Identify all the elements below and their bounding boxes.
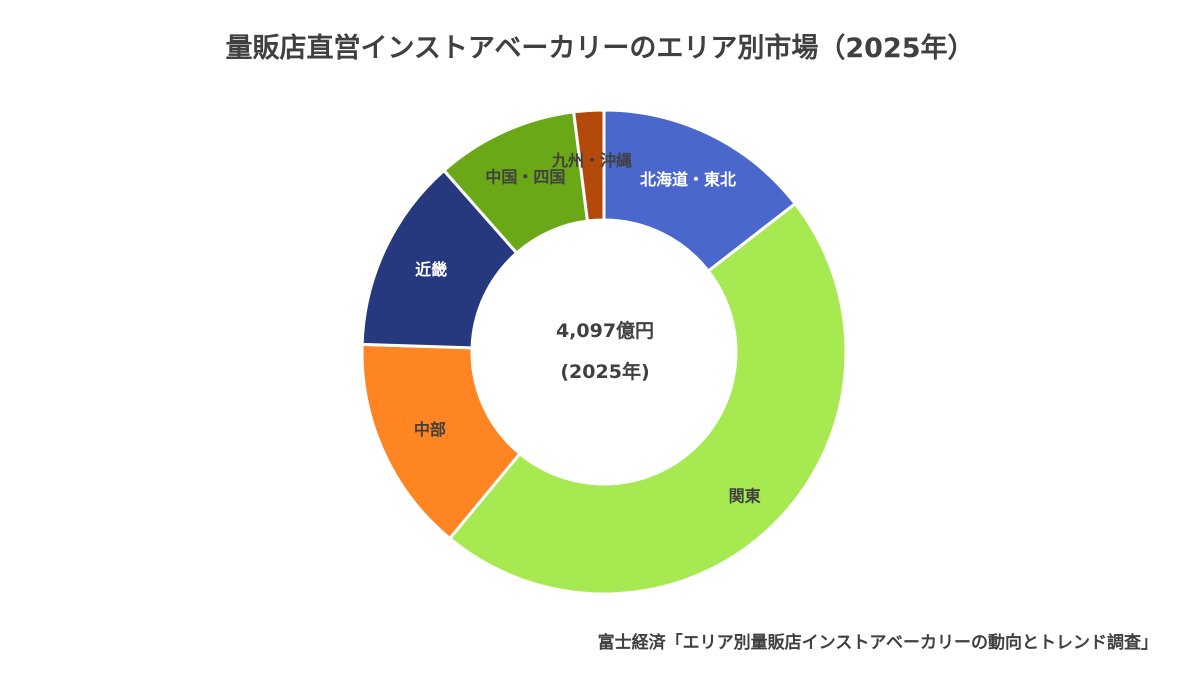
slice-label-1: 関東 xyxy=(729,487,761,506)
slice-2 xyxy=(360,342,522,541)
slice-5 xyxy=(571,108,606,223)
center-year-label: (2025年) xyxy=(560,361,650,383)
slice-label-5: 九州・沖縄 xyxy=(551,151,632,170)
slice-label-0: 北海道・東北 xyxy=(640,170,736,189)
slice-1 xyxy=(447,201,848,596)
donut-slices xyxy=(360,108,848,596)
slice-label-2: 中部 xyxy=(414,420,446,439)
slice-label-3: 近畿 xyxy=(415,260,447,279)
slice-0 xyxy=(602,108,798,274)
source-note: 富士経済「エリア別量販店インストアベーカリーの動向とトレンド調査」 xyxy=(597,633,1158,653)
slice-label-4: 中国・四国 xyxy=(485,167,565,186)
center-total-label: 4,097億円 xyxy=(555,320,655,342)
chart-title: 量販店直営インストアベーカリーのエリア別市場（2025年） xyxy=(225,33,975,64)
